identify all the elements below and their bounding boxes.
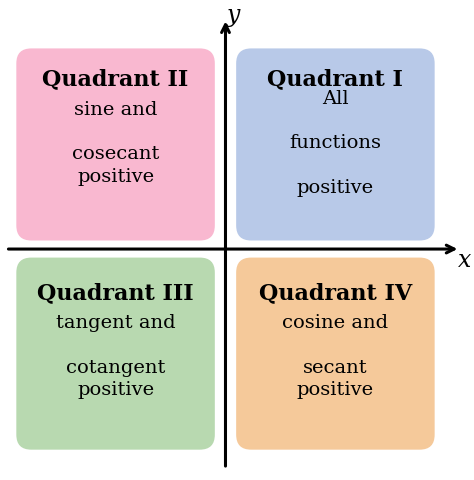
FancyBboxPatch shape xyxy=(236,49,435,241)
Text: y: y xyxy=(228,4,241,27)
Text: Quadrant II: Quadrant II xyxy=(43,68,189,90)
Text: Quadrant I: Quadrant I xyxy=(267,68,403,90)
Text: Quadrant IV: Quadrant IV xyxy=(259,281,412,303)
Text: Quadrant III: Quadrant III xyxy=(37,281,194,303)
Text: cosine and

secant
positive: cosine and secant positive xyxy=(283,314,389,398)
FancyBboxPatch shape xyxy=(16,49,215,241)
Text: sine and

cosecant
positive: sine and cosecant positive xyxy=(72,101,159,185)
Text: tangent and

cotangent
positive: tangent and cotangent positive xyxy=(56,314,175,398)
FancyBboxPatch shape xyxy=(16,258,215,450)
FancyBboxPatch shape xyxy=(236,258,435,450)
Text: x: x xyxy=(458,249,471,272)
Text: All

functions

positive: All functions positive xyxy=(290,90,382,196)
